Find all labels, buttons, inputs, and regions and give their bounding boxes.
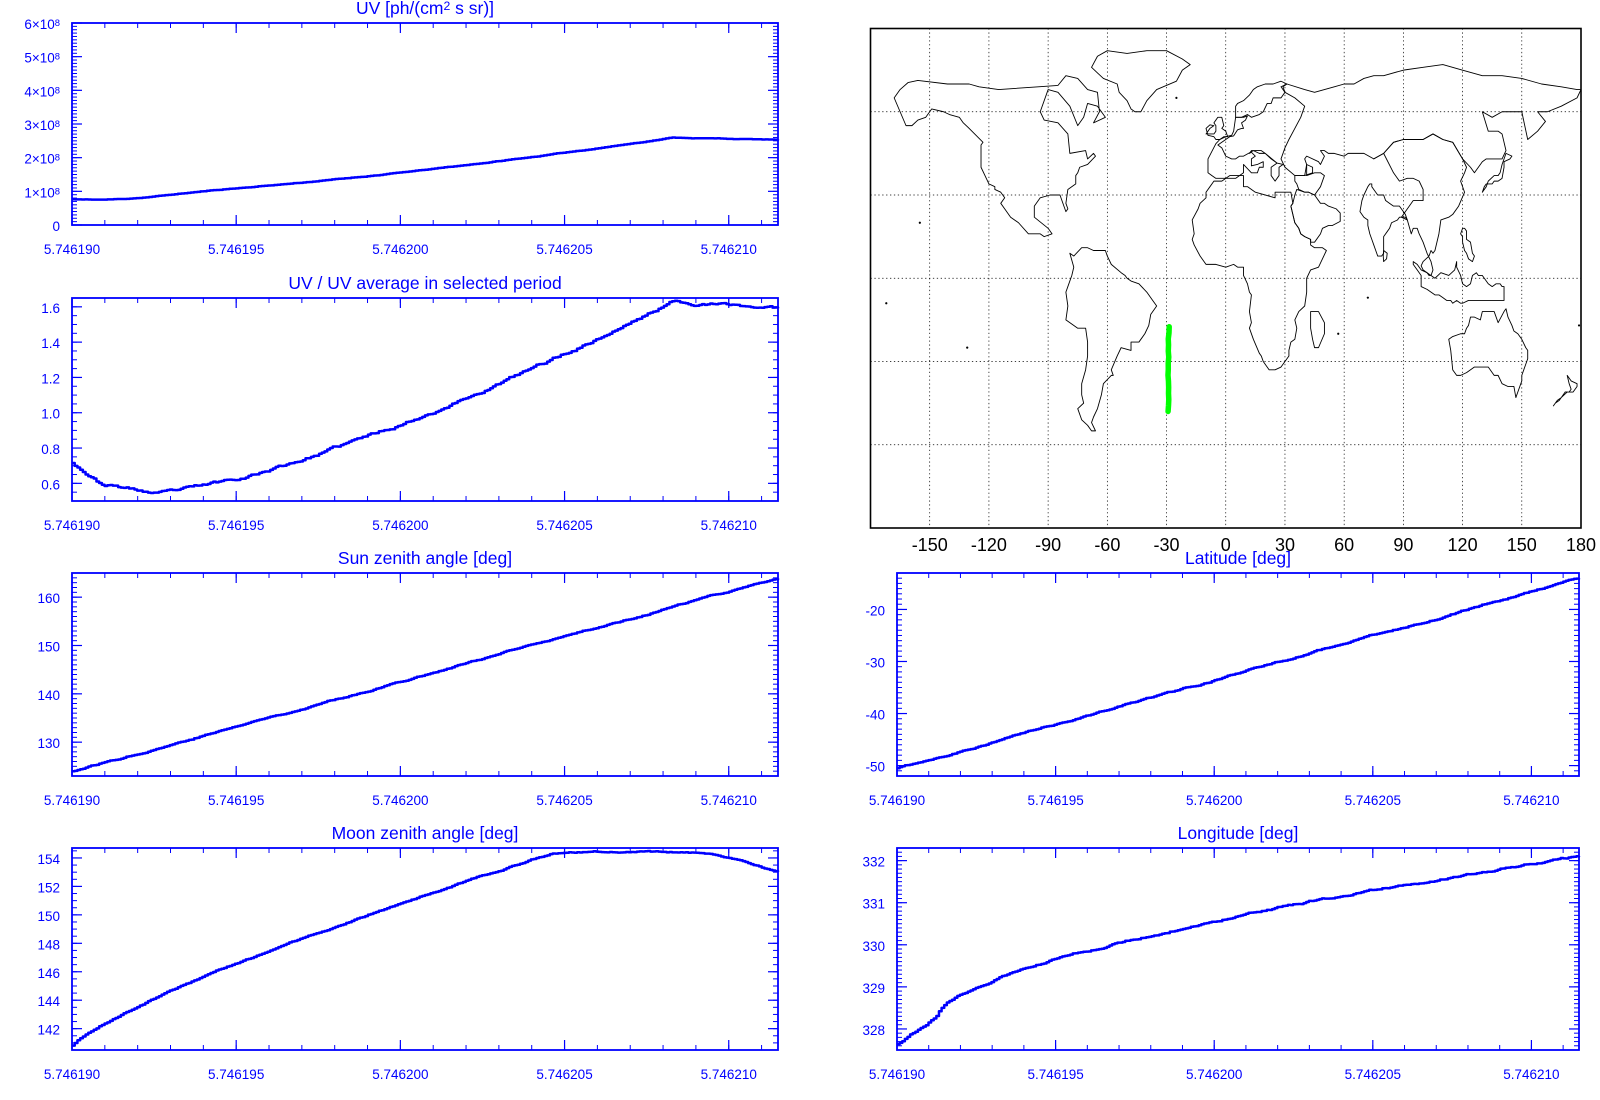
svg-text:60: 60 — [1334, 535, 1354, 555]
svg-text:30: 30 — [1275, 535, 1295, 555]
svg-text:-50: -50 — [865, 760, 885, 775]
svg-text:152: 152 — [37, 880, 60, 895]
svg-text:5.746195: 5.746195 — [208, 793, 264, 808]
svg-text:-40: -40 — [865, 708, 885, 723]
svg-text:330: 330 — [862, 939, 885, 954]
svg-text:UV [ph/(cm2 s sr)]: UV [ph/(cm2 s sr)] — [356, 0, 494, 18]
svg-text:6×108: 6×108 — [24, 17, 60, 32]
svg-text:130: 130 — [37, 736, 60, 751]
svg-text:5.746195: 5.746195 — [1027, 793, 1083, 808]
svg-text:150: 150 — [37, 909, 60, 924]
svg-text:5.746190: 5.746190 — [44, 242, 100, 257]
svg-text:0.6: 0.6 — [41, 477, 60, 492]
svg-text:332: 332 — [862, 855, 885, 870]
svg-text:0: 0 — [1221, 535, 1231, 555]
svg-text:-120: -120 — [971, 535, 1007, 555]
svg-text:144: 144 — [37, 994, 60, 1009]
svg-text:0.8: 0.8 — [41, 442, 60, 457]
svg-text:150: 150 — [37, 640, 60, 655]
svg-text:180: 180 — [1566, 535, 1596, 555]
svg-text:1.4: 1.4 — [41, 336, 60, 351]
svg-text:5.746210: 5.746210 — [701, 1067, 757, 1082]
svg-text:-30: -30 — [1154, 535, 1180, 555]
svg-text:5.746200: 5.746200 — [372, 518, 428, 533]
svg-text:329: 329 — [862, 981, 885, 996]
svg-text:1×108: 1×108 — [24, 185, 60, 200]
svg-text:150: 150 — [1507, 535, 1537, 555]
svg-text:160: 160 — [37, 591, 60, 606]
svg-text:4×108: 4×108 — [24, 84, 60, 99]
svg-text:5.746205: 5.746205 — [536, 518, 592, 533]
svg-text:5.746190: 5.746190 — [44, 793, 100, 808]
svg-text:5.746210: 5.746210 — [1503, 1067, 1559, 1082]
svg-text:5.746200: 5.746200 — [1186, 1067, 1242, 1082]
svg-text:5.746195: 5.746195 — [208, 518, 264, 533]
svg-text:328: 328 — [862, 1023, 885, 1038]
svg-text:5.746200: 5.746200 — [372, 793, 428, 808]
svg-text:5.746195: 5.746195 — [208, 1067, 264, 1082]
svg-text:5.746210: 5.746210 — [701, 793, 757, 808]
svg-text:5.746200: 5.746200 — [1186, 793, 1242, 808]
svg-text:5.746195: 5.746195 — [1027, 1067, 1083, 1082]
svg-text:3×108: 3×108 — [24, 118, 60, 133]
svg-text:5.746210: 5.746210 — [701, 518, 757, 533]
svg-text:5.746210: 5.746210 — [1503, 793, 1559, 808]
svg-text:5.746200: 5.746200 — [372, 242, 428, 257]
svg-text:5.746190: 5.746190 — [44, 518, 100, 533]
svg-text:5.746205: 5.746205 — [536, 793, 592, 808]
svg-text:Longitude [deg]: Longitude [deg] — [1178, 823, 1299, 843]
svg-text:1.6: 1.6 — [41, 301, 60, 316]
svg-text:5.746190: 5.746190 — [869, 1067, 925, 1082]
svg-text:120: 120 — [1448, 535, 1478, 555]
svg-text:UV / UV average in selected pe: UV / UV average in selected period — [288, 273, 561, 293]
svg-text:1.2: 1.2 — [41, 371, 60, 386]
svg-text:-150: -150 — [912, 535, 948, 555]
svg-text:331: 331 — [862, 897, 885, 912]
svg-text:140: 140 — [37, 688, 60, 703]
svg-text:5.746205: 5.746205 — [536, 1067, 592, 1082]
svg-text:5.746210: 5.746210 — [701, 242, 757, 257]
svg-text:5.746205: 5.746205 — [1345, 1067, 1401, 1082]
svg-text:-30: -30 — [865, 655, 885, 670]
svg-text:0: 0 — [52, 219, 60, 234]
svg-text:2×108: 2×108 — [24, 152, 60, 167]
svg-text:-60: -60 — [1094, 535, 1120, 555]
svg-text:Moon zenith angle [deg]: Moon zenith angle [deg] — [332, 823, 519, 843]
svg-text:148: 148 — [37, 937, 60, 952]
svg-text:5.746205: 5.746205 — [536, 242, 592, 257]
svg-text:-90: -90 — [1035, 535, 1061, 555]
svg-text:5.746200: 5.746200 — [372, 1067, 428, 1082]
svg-text:90: 90 — [1393, 535, 1413, 555]
svg-text:-20: -20 — [865, 603, 885, 618]
svg-text:146: 146 — [37, 966, 60, 981]
svg-text:5.746195: 5.746195 — [208, 242, 264, 257]
svg-text:1.0: 1.0 — [41, 407, 60, 422]
svg-text:154: 154 — [37, 852, 60, 867]
svg-text:5×108: 5×108 — [24, 51, 60, 66]
svg-text:Sun zenith angle [deg]: Sun zenith angle [deg] — [338, 548, 512, 568]
svg-text:5.746205: 5.746205 — [1345, 793, 1401, 808]
svg-text:142: 142 — [37, 1023, 60, 1038]
svg-text:5.746190: 5.746190 — [44, 1067, 100, 1082]
svg-text:5.746190: 5.746190 — [869, 793, 925, 808]
